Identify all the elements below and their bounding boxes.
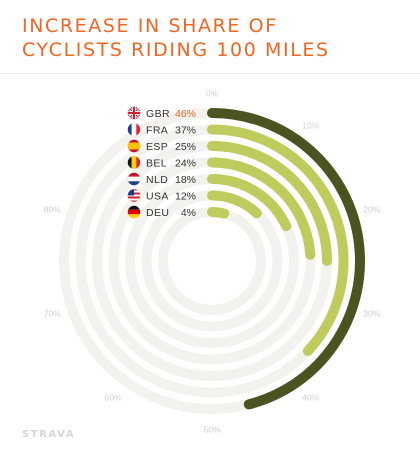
- arc-fra: [207, 124, 349, 357]
- arc-gbr: [207, 108, 365, 410]
- usa-flag-icon: [127, 188, 141, 203]
- value-label-fra: 37%: [175, 125, 196, 137]
- arc-esp: [207, 141, 332, 266]
- france-flag-icon: [127, 122, 141, 137]
- header-divider: [0, 73, 420, 74]
- uk-flag-icon: [127, 106, 141, 120]
- axis-tick-labels: 0% 10% 20% 30% 40% 50% 60% 70% 80%: [44, 89, 381, 435]
- chart-title: INCREASE IN SHARE OF CYCLISTS RIDING 100…: [22, 14, 330, 62]
- country-code-fra: FRA: [146, 125, 168, 137]
- strava-logo: STRAVA: [22, 429, 76, 440]
- germany-flag-icon: [127, 205, 141, 219]
- value-label-deu: 4%: [181, 207, 196, 219]
- legend-row-deu: DEU 4%: [127, 205, 196, 219]
- country-code-gbr: GBR: [146, 108, 170, 120]
- tick-label-70: 70%: [44, 308, 61, 318]
- value-arcs: [207, 108, 365, 410]
- arc-usa: [207, 190, 262, 219]
- legend-row-usa: USA 12%: [127, 188, 196, 203]
- tick-label-10: 10%: [302, 121, 319, 131]
- country-labels: GBR 46% FRA 37% ESP 25% BEL 24% NLD 18% USA 12% DEU 4…: [127, 106, 196, 219]
- netherlands-flag-icon: [127, 172, 141, 186]
- arc-nld: [207, 174, 292, 232]
- legend-row-gbr: GBR 46%: [127, 106, 196, 120]
- tick-label-0: 0%: [206, 89, 219, 99]
- country-code-usa: USA: [146, 191, 169, 203]
- country-code-bel: BEL: [146, 158, 167, 170]
- belgium-flag-icon: [127, 155, 141, 170]
- value-label-gbr: 46%: [175, 108, 196, 120]
- chart-title-line-2: CYCLISTS RIDING 100 MILES: [22, 39, 330, 61]
- track-ring-deu: [158, 207, 266, 315]
- legend-row-nld: NLD 18%: [127, 172, 196, 186]
- tick-label-50: 50%: [203, 425, 220, 435]
- tick-label-20: 20%: [363, 205, 380, 215]
- tick-label-80: 80%: [44, 205, 61, 215]
- value-label-usa: 12%: [175, 191, 196, 203]
- country-code-deu: DEU: [146, 207, 169, 219]
- spain-flag-icon: [127, 139, 141, 153]
- country-code-esp: ESP: [146, 141, 168, 153]
- legend-row-bel: BEL 24%: [127, 155, 196, 170]
- tick-label-30: 30%: [363, 308, 380, 318]
- tick-label-40: 40%: [302, 392, 319, 402]
- country-code-nld: NLD: [146, 174, 168, 186]
- arc-bel: [207, 157, 316, 260]
- tick-label-60: 60%: [105, 392, 122, 402]
- value-label-nld: 18%: [175, 174, 196, 186]
- legend-row-fra: FRA 37%: [127, 122, 196, 137]
- legend-row-esp: ESP 25%: [127, 139, 196, 153]
- chart-title-line-1: INCREASE IN SHARE OF: [22, 15, 278, 37]
- value-label-esp: 25%: [175, 141, 196, 153]
- arc-deu: [207, 207, 230, 219]
- value-label-bel: 24%: [175, 158, 196, 170]
